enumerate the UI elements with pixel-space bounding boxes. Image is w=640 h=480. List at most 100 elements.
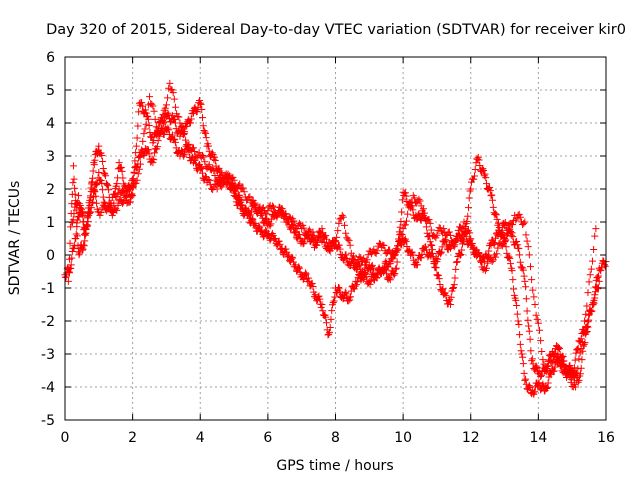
data-point-fill [574,378,582,386]
data-point-fill [355,253,363,261]
data-point-fill [515,244,523,252]
data-point-fill [230,176,238,184]
data-point-fill [200,153,208,161]
data-point-fill [70,175,78,183]
series-trace-b [64,96,603,398]
data-point-fill [434,271,442,279]
y-tick-label: 1 [46,215,55,231]
data-point-fill [559,357,567,365]
data-point-fill [202,129,210,137]
data-point-fill [538,382,546,390]
data-point-fill [347,293,355,301]
data-point-fill [205,142,213,150]
data-point-fill [446,231,454,239]
data-point-fill [197,100,205,108]
data-point-fill [300,224,308,232]
data-point-fill [220,175,228,183]
data-point-fill [492,211,500,219]
data-point [446,301,454,308]
data-point-fill [205,177,213,185]
data-point-fill [492,210,500,218]
data-point-fill [353,259,361,267]
data-point [166,79,174,87]
data-point-fill [193,107,201,115]
data-point-fill [438,286,446,294]
y-tick-label: 6 [46,50,55,66]
data-point-fill [238,201,246,209]
data-point-fill [108,208,116,216]
data-point-fill [533,315,541,323]
data-point-fill [164,109,172,117]
y-tick-label: -3 [41,347,55,363]
data-point-fill [597,267,605,275]
data-point-fill [201,158,209,166]
data-point-fill [428,246,436,254]
data-point-fill [526,335,534,343]
data-point-fill [534,319,542,327]
x-tick-label: 4 [196,430,205,446]
data-point-fill [211,172,219,180]
data-point-fill [582,323,590,331]
y-tick-label: -1 [41,281,55,297]
data-point-fill [516,331,524,339]
data-point-fill [544,379,552,387]
data-point-fill [518,350,526,358]
data-point-fill [335,284,343,292]
data-point-fill [421,209,429,217]
data-point-fill [513,241,521,249]
data-point-fill [91,156,99,164]
data-point-fill [570,364,578,372]
data-point [555,343,563,351]
data-point-fill [107,199,115,207]
data-point-fill [333,233,341,241]
data-point-fill [445,228,453,236]
data-point-fill [364,251,372,259]
data-point [135,165,143,173]
data-point-fill [345,237,353,245]
data-point-fill [185,140,193,148]
data-point-fill [130,169,138,177]
data-point-fill [282,245,290,253]
data-point-fill [492,253,500,261]
data-point-fill [249,216,257,224]
data-point-fill [513,214,521,222]
data-point-fill [175,113,183,121]
data-point-fill [320,239,328,247]
data-point-fill [179,124,187,132]
data-point-fill [171,138,179,146]
x-axis-label: GPS time / hours [276,458,393,474]
data-point-fill [157,128,165,136]
data-point-fill [528,355,536,363]
data-point-fill [543,385,551,393]
data-point [257,208,265,216]
data-point-fill [363,256,371,264]
data-point-fill [328,307,336,315]
data-point-fill [422,243,430,251]
data-point-fill [71,190,79,198]
data-point-fill [151,115,159,123]
data-point-fill [501,218,509,226]
data-point-fill [171,103,179,111]
data-point-fill [105,186,113,194]
data-point-fill [182,136,190,144]
data-point-fill [98,151,106,159]
data-point-fill [179,151,187,159]
data-point-fill [404,210,412,218]
data-point-fill [526,263,534,271]
data-point-fill [499,230,507,238]
data-point-fill [432,254,440,262]
data-point-fill [84,204,92,212]
data-point-fill [62,273,70,281]
data-point-fill [512,296,520,304]
data-point-fill [591,232,599,240]
data-point-fill [189,144,197,152]
data-point-fill [447,293,455,301]
data-point-fill [164,124,172,132]
data-point-fill [289,254,297,262]
data-point-fill [488,191,496,199]
data-point-fill [81,230,89,238]
data-point-fill [139,150,147,158]
data-point-fill [480,167,488,175]
data-point-fill [528,276,536,284]
data-point [75,248,83,256]
